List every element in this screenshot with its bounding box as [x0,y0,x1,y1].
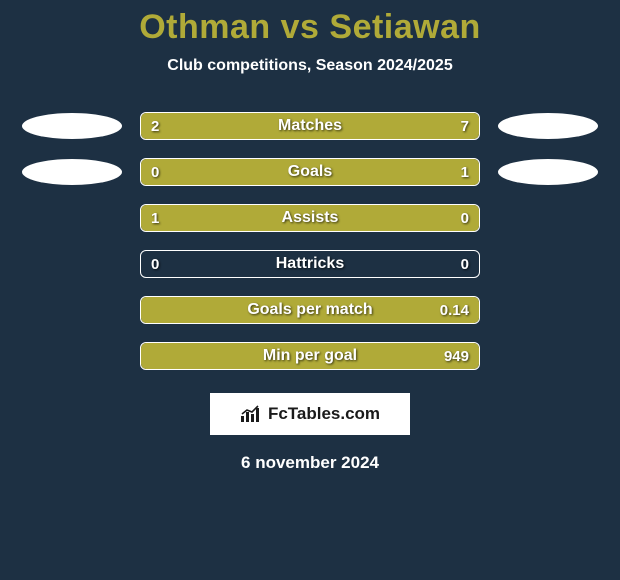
stat-bar: 0.14Goals per match [140,296,480,324]
stat-label: Goals [141,159,479,185]
stat-label: Hattricks [141,251,479,277]
stat-bar: 01Goals [140,158,480,186]
stat-row: 949Min per goal [0,333,620,379]
stat-row: 0.14Goals per match [0,287,620,333]
subtitle: Club competitions, Season 2024/2025 [0,57,620,75]
player-b-avatar [498,113,598,139]
stat-bar: 10Assists [140,204,480,232]
player-b-avatar [498,159,598,185]
stat-bar: 949Min per goal [140,342,480,370]
player-a-avatar [22,113,122,139]
player-b-name: Setiawan [329,8,480,46]
stat-bar: 00Hattricks [140,250,480,278]
stat-label: Matches [141,113,479,139]
stat-bar: 27Matches [140,112,480,140]
stat-row: 27Matches [0,103,620,149]
stat-row: 01Goals [0,149,620,195]
bars-container: 27Matches 01Goals 10Assists 00Hattricks 0.14… [0,103,620,379]
player-a-name: Othman [139,8,270,46]
page-title: Othman vs Setiawan [0,8,620,47]
stat-label: Min per goal [141,343,479,369]
comparison-card: Othman vs Setiawan Club competitions, Se… [0,0,620,473]
stat-row: 10Assists [0,195,620,241]
brand-text: FcTables.com [268,404,380,424]
player-a-avatar [22,159,122,185]
vs-text: vs [281,8,320,46]
stat-row: 00Hattricks [0,241,620,287]
stat-label: Goals per match [141,297,479,323]
chart-icon [240,405,262,423]
brand-badge[interactable]: FcTables.com [210,393,410,435]
date-text: 6 november 2024 [0,453,620,473]
stat-label: Assists [141,205,479,231]
